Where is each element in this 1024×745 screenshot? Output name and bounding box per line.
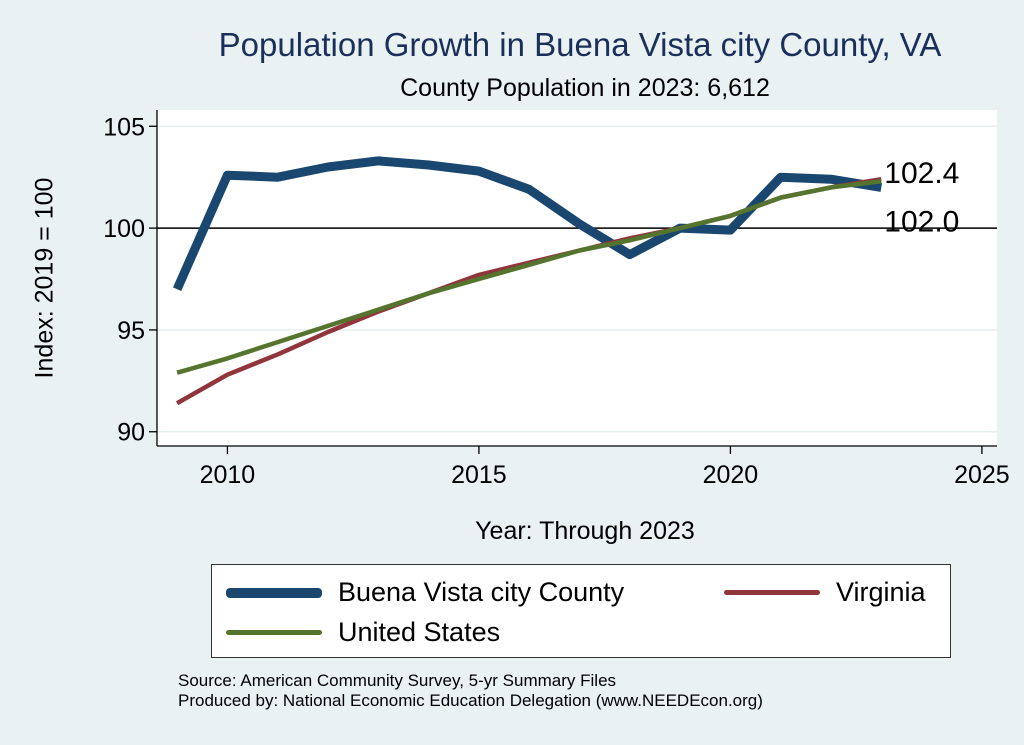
x-tick-label: 2025 (954, 461, 1010, 489)
legend-label-county: Buena Vista city County (338, 577, 625, 607)
y-tick-label: 90 (117, 419, 145, 447)
legend-item-virginia: Virginia (724, 577, 926, 608)
y-tick-label: 100 (103, 215, 145, 243)
legend-item-county: Buena Vista city County (226, 577, 624, 608)
x-tick-label: 2020 (703, 461, 759, 489)
legend-swatch-virginia (724, 590, 820, 595)
legend-swatch-county (226, 587, 322, 598)
x-tick-label: 2015 (451, 461, 507, 489)
y-tick-label: 105 (103, 113, 145, 141)
series-line-united-states (176, 179, 882, 375)
legend-item-united-states: United States (226, 617, 500, 648)
plot-area (157, 110, 997, 446)
source-note: Source: American Community Survey, 5-yr … (178, 671, 763, 711)
producer-line: Produced by: National Economic Education… (178, 691, 763, 710)
end-label-virginia: 102.4 (884, 157, 959, 190)
y-tick-label: 95 (117, 317, 145, 345)
end-label-county: 102.0 (884, 205, 959, 238)
source-line: Source: American Community Survey, 5-yr … (178, 671, 617, 690)
chart-subtitle: County Population in 2023: 6,612 (400, 74, 770, 102)
legend-label-united-states: United States (338, 617, 501, 647)
x-axis-label: Year: Through 2023 (475, 517, 695, 545)
legend: Buena Vista city County Virginia United … (211, 564, 951, 658)
chart-title: Population Growth in Buena Vista city Co… (218, 26, 942, 63)
legend-label-virginia: Virginia (836, 577, 926, 607)
legend-swatch-united-states (226, 630, 322, 635)
series-line-buena-vista-city-county (172, 156, 883, 292)
x-tick-label: 2010 (200, 461, 256, 489)
y-axis-label: Index: 2019 = 100 (30, 177, 59, 379)
